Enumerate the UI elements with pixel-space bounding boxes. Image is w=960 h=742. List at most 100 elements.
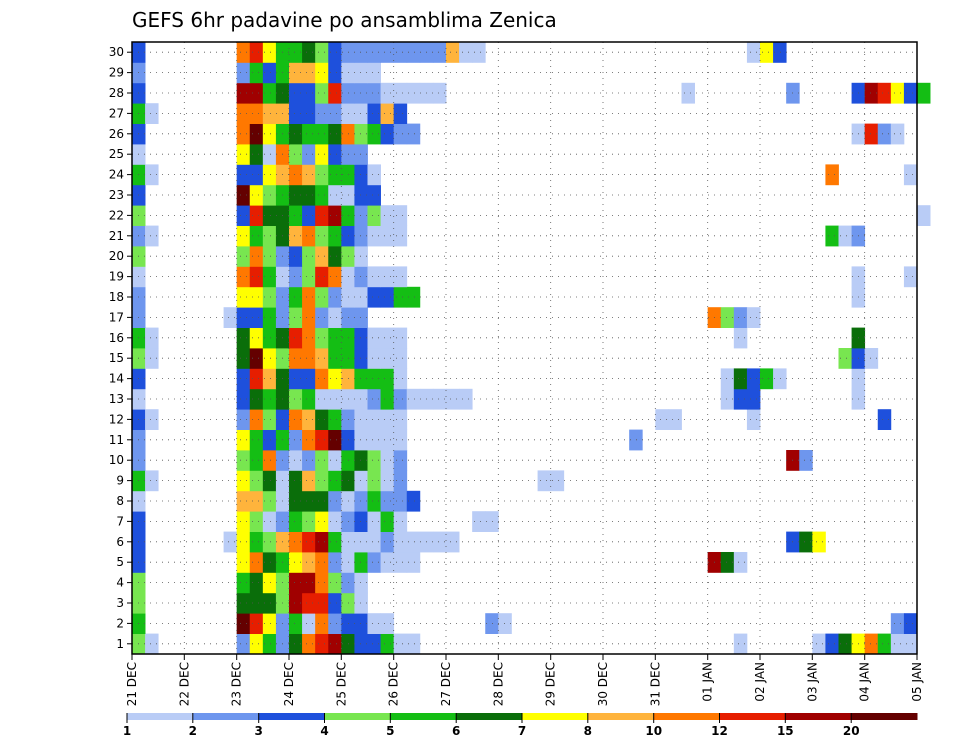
heatmap-cell <box>328 327 342 349</box>
y-tick-label: 12 <box>109 412 124 426</box>
heatmap-cell <box>249 82 264 104</box>
heatmap-cell <box>328 470 342 492</box>
heatmap-cell <box>236 429 251 451</box>
heatmap-cell <box>236 123 251 145</box>
heatmap-cell <box>249 266 264 288</box>
colorbar-label: 8 <box>584 724 592 738</box>
heatmap-cell <box>236 225 251 247</box>
heatmap-cell <box>380 531 395 553</box>
heatmap-cell <box>262 552 277 573</box>
heatmap-cell <box>746 42 761 63</box>
heatmap-cell <box>746 388 761 410</box>
heatmap-cell <box>236 450 251 471</box>
heatmap-cell <box>236 613 251 634</box>
heatmap-cell <box>302 103 316 124</box>
heatmap-cell <box>367 531 381 553</box>
heatmap-cell <box>145 633 159 655</box>
heatmap-cell <box>367 266 381 288</box>
heatmap-cell <box>328 307 342 328</box>
heatmap-cell <box>249 470 264 492</box>
heatmap-cell <box>328 552 342 573</box>
heatmap-cell <box>864 348 879 369</box>
x-tick-label: 01 JAN <box>701 662 715 702</box>
colorbar: 1 2 3 4 5 6 7 8 10 12 15 20 <box>123 713 918 738</box>
heatmap-cell <box>328 205 342 226</box>
heatmap-cell <box>354 266 368 288</box>
heatmap-cell <box>249 184 264 206</box>
heatmap-cell <box>354 552 368 573</box>
heatmap-cell <box>328 144 342 165</box>
heatmap-cell <box>367 205 381 226</box>
heatmap-cell <box>446 531 460 553</box>
colorbar-label: 2 <box>189 724 197 738</box>
heatmap-cell <box>367 82 381 104</box>
heatmap-cell <box>328 42 342 63</box>
heatmap-cell <box>262 144 277 165</box>
heatmap-cell <box>773 368 787 390</box>
heatmap-cell <box>262 307 277 328</box>
heatmap-cell <box>864 123 879 145</box>
heatmap-cell <box>328 450 342 471</box>
x-tick-label: 21 DEC <box>125 662 139 706</box>
heatmap-cell <box>289 123 303 145</box>
heatmap-cell <box>236 184 251 206</box>
heatmap-cell <box>838 348 852 369</box>
heatmap-cell <box>328 613 342 634</box>
colorbar-swatch <box>127 713 194 720</box>
heatmap-cell <box>328 62 342 84</box>
heatmap-cell <box>302 388 316 410</box>
heatmap-cell <box>393 42 408 63</box>
heatmap-cell <box>406 123 421 145</box>
heatmap-cell <box>367 327 381 349</box>
heatmap-cell <box>249 572 264 594</box>
heatmap-cell <box>302 225 316 247</box>
heatmap-cell <box>328 388 342 410</box>
heatmap-cell <box>262 450 277 471</box>
heatmap-cell <box>328 429 342 451</box>
heatmap-cell <box>262 490 277 512</box>
heatmap-cell <box>550 470 565 492</box>
heatmap-cell <box>236 246 251 267</box>
heatmap-cell <box>393 388 408 410</box>
heatmap-cell <box>236 633 251 655</box>
heatmap-cell <box>393 205 408 226</box>
heatmap-cell <box>393 409 408 430</box>
heatmap-cell <box>302 164 316 186</box>
y-tick-label: 21 <box>109 229 124 243</box>
heatmap-cell <box>262 327 277 349</box>
heatmap-cell <box>302 205 316 226</box>
heatmap-cell <box>262 123 277 145</box>
colorbar-swatch <box>587 713 655 720</box>
heatmap-cell <box>328 531 342 553</box>
heatmap-cell <box>354 246 368 267</box>
heatmap-cell <box>380 286 395 308</box>
chart-title: GEFS 6hr padavine po ansamblima Zenica <box>132 8 557 32</box>
heatmap-cell <box>393 123 408 145</box>
heatmap-cell <box>289 62 303 84</box>
heatmap-cell <box>380 266 395 288</box>
y-tick-label: 23 <box>109 188 124 202</box>
heatmap-cell <box>289 450 303 471</box>
y-tick-label: 7 <box>116 514 124 528</box>
heatmap-cell <box>354 511 368 532</box>
heatmap-cell <box>249 450 264 471</box>
heatmap-cell <box>289 511 303 532</box>
heatmap-cell <box>328 572 342 594</box>
heatmap-cell <box>917 82 931 104</box>
colorbar-swatch <box>653 713 720 720</box>
colorbar-swatch <box>258 713 325 720</box>
heatmap-cell <box>733 368 748 390</box>
colorbar-label: 1 <box>123 724 131 738</box>
plot-frame <box>131 41 918 655</box>
heatmap-cell <box>249 42 264 63</box>
heatmap-cell <box>315 144 329 165</box>
y-tick-label: 18 <box>109 290 124 304</box>
heatmap-cell <box>838 633 852 655</box>
heatmap-cell <box>249 592 264 614</box>
heatmap-cell <box>367 613 381 634</box>
heatmap-cell <box>380 511 395 532</box>
heatmap-cell <box>302 450 316 471</box>
heatmap-cell <box>354 470 368 492</box>
heatmap-cell <box>746 409 761 430</box>
heatmap-cell <box>289 225 303 247</box>
